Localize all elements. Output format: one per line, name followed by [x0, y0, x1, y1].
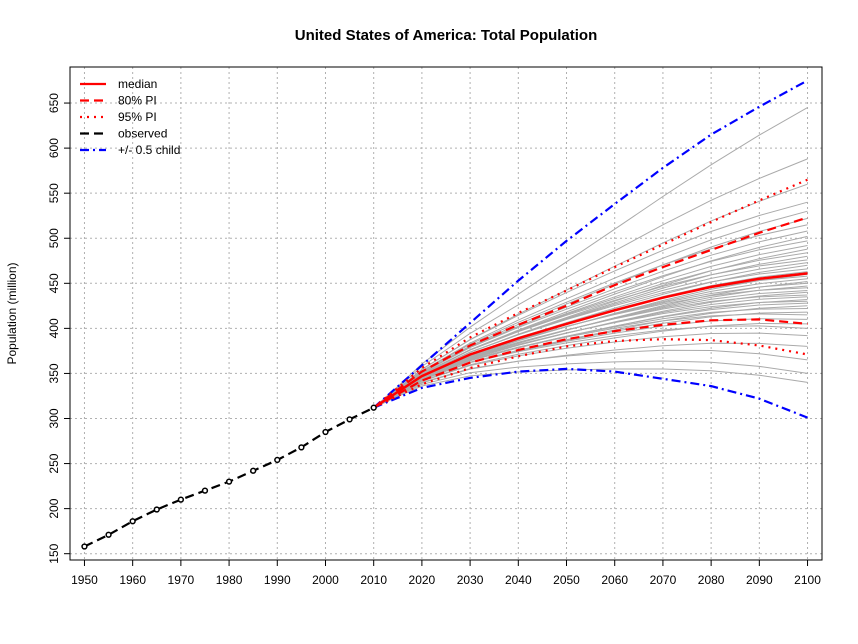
observed-point	[298, 444, 305, 451]
observed-point	[201, 487, 209, 494]
observed-point	[274, 456, 281, 464]
trajectory-line	[373, 183, 808, 409]
x-tick-label: 2070	[650, 573, 677, 587]
y-tick-label: 400	[47, 318, 61, 338]
series-line-80-pi	[373, 318, 808, 409]
trajectory-line	[373, 308, 808, 409]
observed-point	[225, 478, 233, 485]
x-tick-label: 2010	[360, 573, 387, 587]
x-tick-label: 2090	[746, 573, 773, 587]
series-line--0-5-child	[373, 367, 808, 419]
x-axis: 1950 1960 1970 1980 1990 2000 2010 2020 2030 2040…	[71, 560, 821, 587]
y-tick-label: 250	[47, 453, 61, 473]
y-tick-label: 450	[47, 273, 61, 293]
grid	[70, 67, 822, 560]
observed-point	[81, 543, 88, 550]
x-tick-label: 2000	[312, 573, 339, 587]
observed-point	[322, 428, 329, 436]
x-tick-label: 1960	[119, 573, 146, 587]
legend: median 80% PI 95% PI observed +/- 0.5 child	[80, 77, 180, 157]
trajectory-line	[373, 107, 808, 409]
legend-label: median	[118, 77, 157, 91]
y-axis: 150 200 250 300 350 400 450 500 550 600 650	[47, 93, 70, 564]
x-tick-label: 1950	[71, 573, 98, 587]
x-tick-label: 2060	[601, 573, 628, 587]
trajectories	[373, 107, 808, 409]
trajectory-line	[373, 342, 808, 409]
series-line-95-pi	[373, 178, 808, 409]
legend-label: +/- 0.5 child	[118, 143, 180, 157]
x-tick-label: 1970	[168, 573, 195, 587]
series-line-95-pi	[373, 338, 808, 409]
trajectory-line	[373, 360, 808, 409]
x-tick-label: 2050	[553, 573, 580, 587]
observed-series	[81, 404, 377, 550]
y-tick-label: 150	[47, 543, 61, 563]
trajectory-line	[373, 287, 808, 409]
observed-point	[105, 531, 112, 538]
trajectory-line	[373, 305, 808, 409]
chart-title: United States of America: Total Populati…	[295, 27, 598, 44]
trajectory-line	[373, 281, 808, 409]
y-axis-label: Population (million)	[5, 262, 19, 364]
legend-label: observed	[118, 127, 167, 141]
x-tick-label: 1980	[216, 573, 243, 587]
observed-point	[370, 404, 377, 411]
x-tick-label: 2100	[794, 573, 821, 587]
y-tick-label: 350	[47, 363, 61, 383]
plot-frame	[69, 66, 823, 561]
y-tick-label: 300	[47, 408, 61, 428]
observed-point	[250, 467, 257, 474]
series	[372, 79, 809, 419]
y-tick-label: 200	[47, 498, 61, 518]
legend-label: 95% PI	[118, 110, 157, 124]
x-tick-label: 2020	[409, 573, 436, 587]
series-line-80-pi	[373, 216, 808, 409]
trajectory-line	[373, 235, 808, 409]
y-tick-label: 550	[47, 183, 61, 203]
y-tick-label: 500	[47, 228, 61, 248]
trajectory-line	[373, 299, 808, 409]
x-tick-label: 2030	[457, 573, 484, 587]
legend-label: 80% PI	[118, 94, 157, 108]
observed-point	[153, 506, 160, 513]
observed-point	[177, 496, 185, 503]
y-tick-label: 650	[47, 93, 61, 113]
series-line--0-5-child	[372, 79, 809, 409]
y-tick-label: 600	[47, 138, 61, 158]
trajectory-line	[373, 245, 808, 409]
x-tick-label: 1990	[264, 573, 291, 587]
observed-point	[129, 518, 136, 525]
series-line-median	[373, 272, 808, 409]
x-tick-label: 2080	[698, 573, 725, 587]
x-tick-label: 2040	[505, 573, 532, 587]
observed-point	[346, 416, 353, 423]
